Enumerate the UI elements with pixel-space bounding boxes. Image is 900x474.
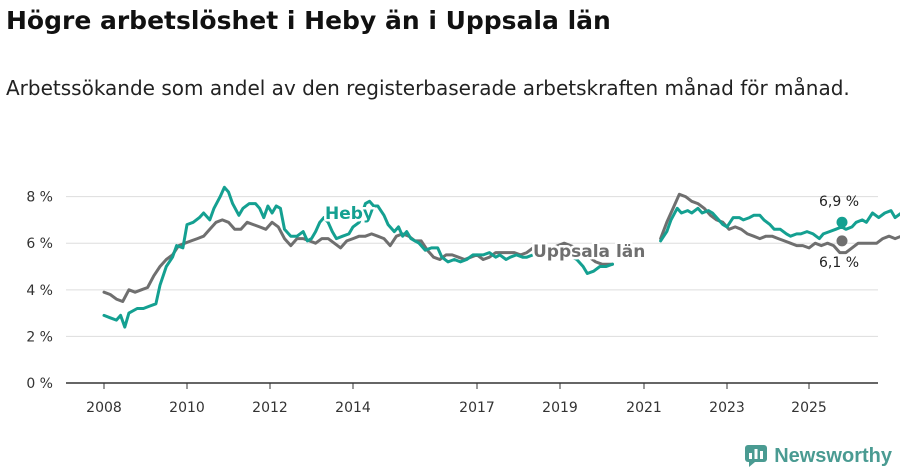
end-point-uppsala [836, 235, 848, 247]
series-line-uppsala [102, 218, 614, 303]
chart-title: Högre arbetslöshet i Heby än i Uppsala l… [6, 6, 611, 35]
series-line-heby [102, 185, 614, 329]
series-label-heby: Heby [325, 204, 374, 224]
x-tick-label: 2014 [335, 400, 371, 416]
series-line-heby [659, 206, 900, 243]
x-tick-label: 2008 [86, 400, 122, 416]
series-label-uppsala: Uppsala län [533, 242, 645, 262]
brand-name: Newsworthy [774, 444, 892, 467]
end-label-heby: 6,9 % [819, 194, 859, 210]
x-tick-label: 2021 [626, 400, 662, 416]
chart-subtitle: Arbetssökande som andel av den registerb… [6, 76, 850, 100]
x-tick-label: 2017 [459, 400, 495, 416]
x-tick-label: 2010 [169, 400, 205, 416]
y-tick-label: 8 % [26, 190, 53, 206]
y-tick-label: 6 % [26, 236, 53, 252]
series-line-uppsala [659, 192, 900, 255]
newsworthy-logo-icon [745, 445, 768, 467]
x-tick-label: 2023 [709, 400, 745, 416]
y-tick-label: 4 % [26, 283, 53, 299]
brand[interactable]: Newsworthy [744, 444, 892, 468]
x-tick-label: 2025 [791, 400, 827, 416]
y-tick-label: 0 % [26, 376, 53, 392]
end-point-heby [836, 216, 848, 228]
x-tick-label: 2019 [542, 400, 578, 416]
end-label-uppsala: 6,1 % [819, 255, 859, 271]
y-tick-label: 2 % [26, 329, 53, 345]
x-tick-label: 2012 [252, 400, 288, 416]
